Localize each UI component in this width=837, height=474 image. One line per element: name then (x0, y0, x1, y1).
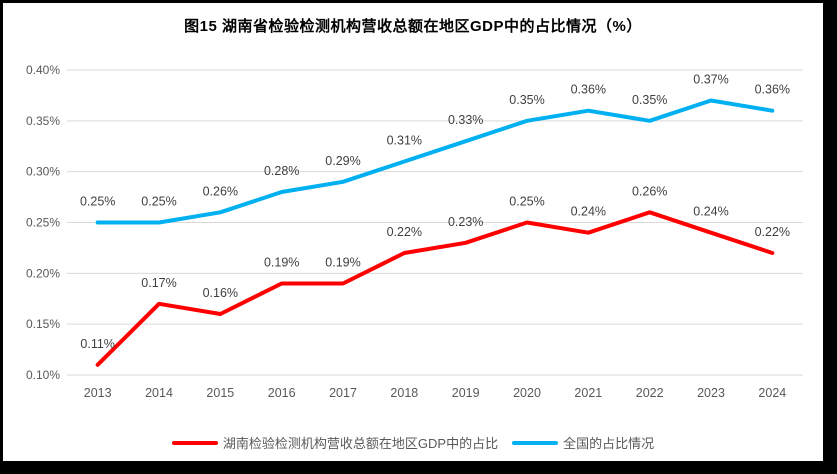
x-tick-label: 2018 (390, 386, 418, 400)
data-label: 0.28% (264, 164, 299, 178)
x-tick-label: 2024 (758, 386, 786, 400)
x-tick-label: 2022 (636, 386, 664, 400)
data-label: 0.22% (755, 225, 790, 239)
x-tick-label: 2019 (452, 386, 480, 400)
x-tick-label: 2021 (574, 386, 602, 400)
x-tick-label: 2014 (145, 386, 173, 400)
x-tick-label: 2020 (513, 386, 541, 400)
chart-title: 图15 湖南省检验检测机构营收总额在地区GDP中的占比情况（%） (184, 18, 642, 35)
data-label: 0.35% (632, 93, 667, 107)
y-tick-label: 0.10% (26, 368, 60, 382)
data-label: 0.24% (571, 205, 606, 219)
y-tick-label: 0.20% (26, 266, 60, 280)
x-tick-label: 2017 (329, 386, 357, 400)
data-label: 0.24% (693, 205, 728, 219)
y-tick-label: 0.30% (26, 165, 60, 179)
line-chart-plot: 0.10% 0.15% 0.20% 0.25% 0.30% 0.35% 0.40% 2013… (26, 63, 803, 400)
series-line-0 (95, 210, 775, 367)
legend-line-swatch-blue (512, 440, 559, 445)
y-tick-label: 0.15% (26, 317, 60, 331)
chart-legend: 湖南检验检测机构营收总额在地区GDP中的占比 全国的占比情况 (3, 433, 823, 452)
data-series-lines (95, 98, 775, 367)
data-label: 0.23% (448, 215, 483, 229)
data-label: 0.11% (80, 337, 115, 351)
data-label: 0.16% (203, 286, 238, 300)
x-tick-label: 2016 (268, 386, 296, 400)
data-label: 0.35% (509, 93, 544, 107)
series-line-1 (95, 98, 775, 225)
y-tick-label: 0.35% (26, 114, 60, 128)
gridlines (67, 69, 803, 376)
x-tick-label: 2015 (206, 386, 234, 400)
x-tick-label: 2013 (84, 386, 112, 400)
y-tick-label: 0.40% (26, 63, 60, 77)
legend-label-national: 全国的占比情况 (563, 436, 655, 451)
data-label: 0.22% (387, 225, 422, 239)
data-label: 0.19% (325, 256, 360, 270)
data-label: 0.25% (509, 195, 544, 209)
legend-line-swatch-red (171, 440, 218, 445)
data-label: 0.25% (141, 195, 176, 209)
data-label: 0.36% (571, 83, 606, 97)
legend-label-hunan: 湖南检验检测机构营收总额在地区GDP中的占比 (222, 436, 499, 451)
data-label: 0.33% (448, 113, 483, 127)
data-label: 0.29% (325, 154, 360, 168)
data-label: 0.26% (632, 184, 667, 198)
y-tick-label: 0.25% (26, 216, 60, 230)
chart-canvas: 图15 湖南省检验检测机构营收总额在地区GDP中的占比情况（%） 0.10% 0.… (3, 3, 823, 461)
data-label: 0.31% (387, 134, 422, 148)
data-label: 0.36% (755, 83, 790, 97)
data-label: 0.19% (264, 256, 299, 270)
y-axis-tick-labels: 0.10% 0.15% 0.20% 0.25% 0.30% 0.35% 0.40% (26, 63, 60, 382)
data-label: 0.37% (693, 73, 728, 87)
data-label: 0.26% (203, 184, 238, 198)
x-axis-tick-labels: 2013 2014 2015 2016 2017 2018 2019 2020 2021 2022… (84, 386, 787, 400)
legend-item-national: 全国的占比情况 (512, 433, 654, 452)
x-tick-label: 2023 (697, 386, 725, 400)
data-label: 0.25% (80, 195, 115, 209)
data-point-labels: 0.11% 0.17% 0.16% 0.19% 0.19% 0.22% 0.23% 0.25%… (80, 73, 790, 351)
data-label: 0.17% (141, 276, 176, 290)
legend-item-hunan: 湖南检验检测机构营收总额在地区GDP中的占比 (171, 433, 499, 452)
